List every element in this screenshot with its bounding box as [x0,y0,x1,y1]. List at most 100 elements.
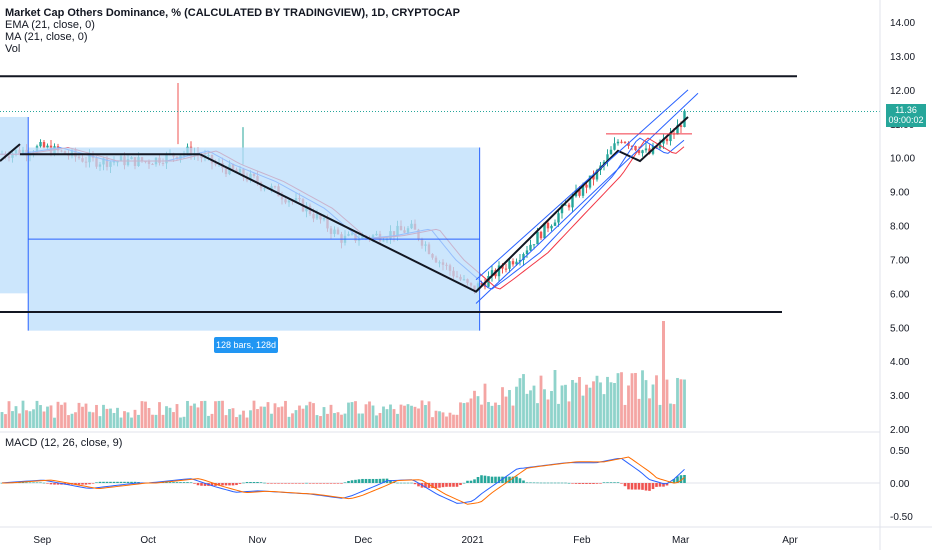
price-badge: 11.36 09:00:02 [886,104,926,127]
macd-histogram-bar [119,481,123,483]
macd-histogram-bar [189,482,193,483]
volume-bar [35,400,39,428]
volume-bar [525,393,529,428]
time-axis[interactable]: Sep Oct Nov Dec 2021 Feb Mar Apr [0,431,932,546]
volume-bar [613,382,616,428]
macd-histogram-bar [665,483,669,486]
volume-bar [560,385,564,428]
macd-histogram-bar [18,482,21,484]
macd-histogram-bar [497,476,501,483]
volume-bar [347,402,350,428]
macd-histogram-bar [74,483,77,485]
drawing-layer[interactable] [0,75,880,331]
volume-bar [119,417,123,428]
volume-bar [207,415,210,428]
macd-histogram-bar [28,482,32,484]
volume-bar [21,400,25,428]
volume-bar [46,406,49,428]
price-axis[interactable]: 14.0013.0012.0011.0010.009.008.007.006.0… [879,0,915,550]
volume-bar [459,402,462,428]
macd-histogram-bar [602,482,606,483]
macd-histogram-bar [375,478,378,483]
macd-histogram-bar [266,483,270,484]
volume-bar [543,389,546,428]
volume-bar [280,406,284,428]
macd-histogram-bar [476,476,480,483]
macd-histogram-bar [88,483,91,485]
macd-histogram-bar [81,483,84,485]
volume-bar [606,376,609,428]
volume-bar [550,391,553,428]
candle-body [606,154,609,162]
macd-histogram-bar [165,482,168,483]
measure-box-left [0,116,29,294]
volume-bar [529,390,532,428]
candle-body [644,148,648,151]
volume-bar [469,398,473,428]
ema-legend[interactable]: EMA (21, close, 0) [5,19,95,31]
candle-body [637,150,641,154]
macd-histogram-bar [641,483,644,490]
macd-histogram-bar [438,483,441,488]
macd-histogram-bar [427,483,431,488]
volume-bar [329,404,333,428]
volume-bar [130,417,133,428]
volume-bar [249,410,252,428]
volume-bar [609,382,613,428]
volume-bar [508,390,511,428]
volume-bar [641,370,644,428]
macd-histogram-bar [508,476,511,483]
macd-histogram-bar [410,482,413,484]
volume-bar [112,412,116,428]
macd-legend[interactable]: MACD (12, 26, close, 9) [5,437,123,449]
channel-line [475,89,689,281]
macd-histogram-bar [522,480,525,483]
volume-bar [186,400,189,428]
macd-histogram-bar [172,482,175,483]
macd-pane[interactable] [0,456,880,505]
volume-bar [224,415,228,428]
volume-bar [116,407,119,428]
macd-histogram-bar [347,480,350,483]
ma-legend[interactable]: MA (21, close, 0) [5,31,88,43]
volume-bar [648,398,651,428]
candle-body [490,270,494,276]
volume-bar [214,401,217,428]
macd-histogram-bar [294,483,298,484]
volume-bar [238,414,242,428]
candle-body [501,265,504,269]
volume-bar [158,402,161,428]
volume-bar [126,412,130,428]
volume-bar [350,402,354,428]
volume-bar [144,401,147,428]
macd-histogram-bar [543,482,546,484]
macd-histogram-bar [623,483,627,487]
macd-histogram-bar [252,482,256,483]
macd-histogram-bar [616,482,620,483]
macd-histogram-bar [308,483,312,484]
volume-bar [630,373,634,428]
macd-histogram-bar [175,482,179,483]
volume-bar [291,413,294,428]
macd-histogram-bar [536,482,539,484]
macd-tick-label: 0.00 [890,479,910,490]
volume-bar [361,413,364,428]
vol-legend[interactable]: Vol [5,43,21,55]
macd-histogram-bar [91,483,95,484]
macd-histogram-bar [77,483,81,485]
volume-bar [228,409,231,428]
macd-histogram-bar [655,483,658,487]
macd-histogram-bar [168,482,172,483]
candle-body [630,145,634,147]
price-tick-label: 14.00 [890,18,915,29]
volume-bar [32,409,35,428]
macd-tick-label: -0.50 [890,512,913,523]
volume-bar [42,411,46,428]
time-tick-label: Mar [672,535,690,546]
volume-bar [319,416,322,428]
macd-histogram-bar [399,482,403,484]
price-tick-label: 7.00 [890,255,910,266]
macd-histogram-bar [364,478,368,483]
macd-histogram-bar [403,482,406,484]
